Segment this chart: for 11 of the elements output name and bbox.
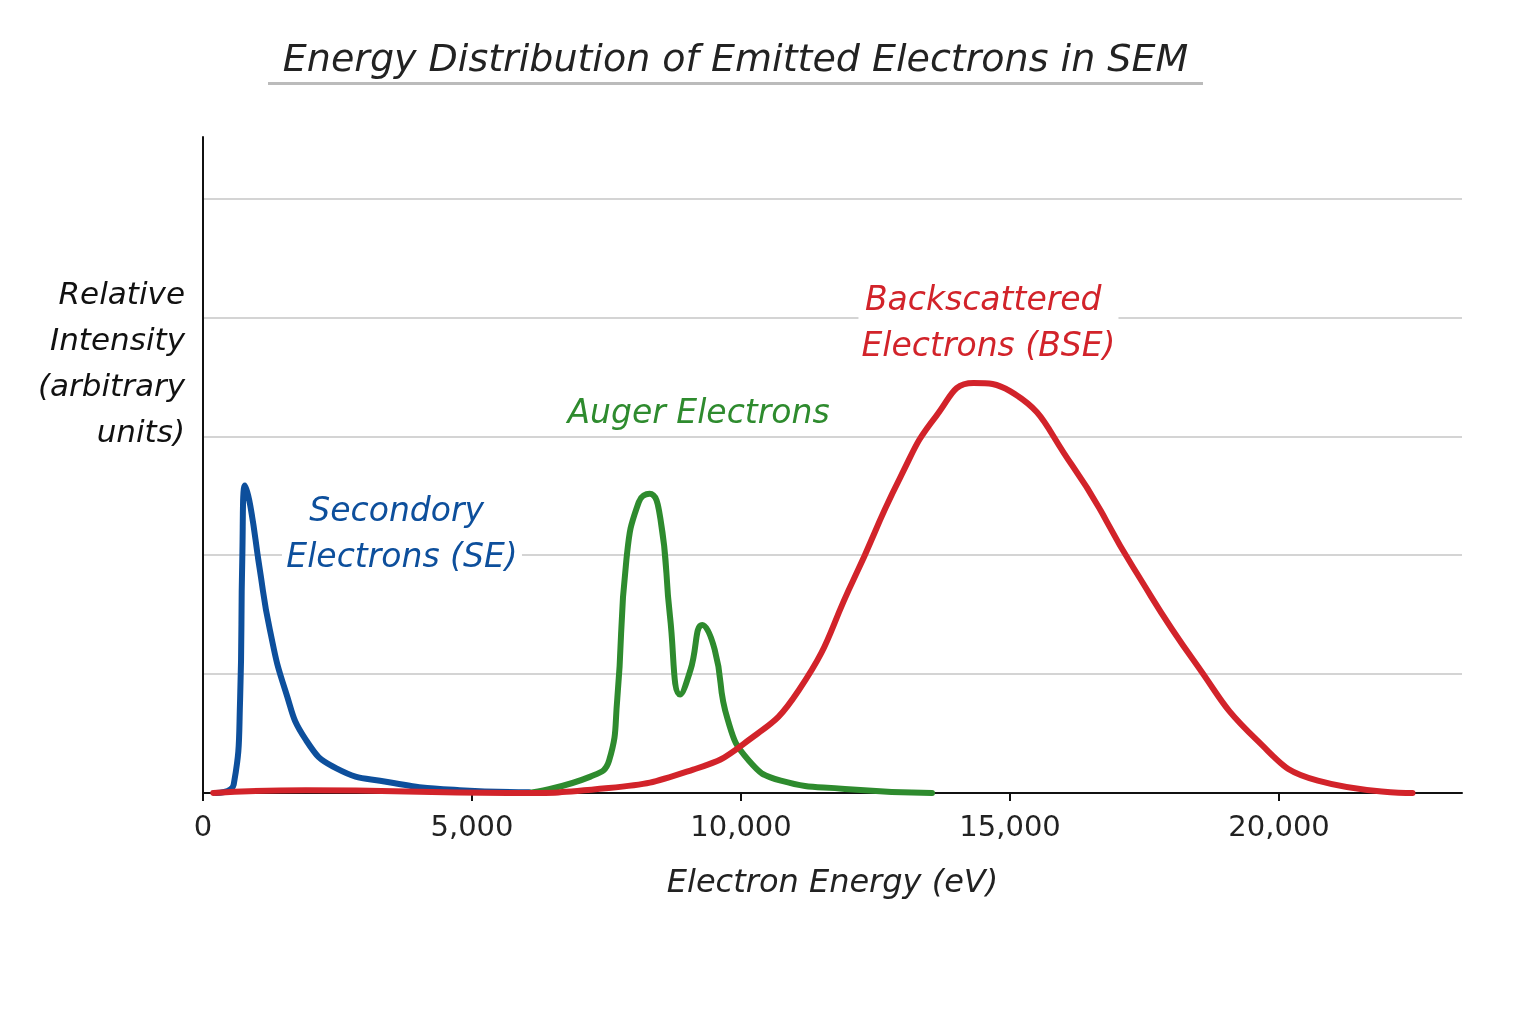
x-tick-label: 20,000 — [1228, 808, 1330, 843]
x-tick-label: 0 — [193, 808, 213, 843]
x-tick-label: 5,000 — [430, 808, 514, 843]
x-tick-label: 10,000 — [690, 808, 792, 843]
series-label: Secondory Electrons (SE) — [286, 490, 518, 575]
y-axis-title: Relative Intensity (arbitrary units) — [36, 274, 185, 451]
series-label: Backscattered Electrons (BSE) — [861, 278, 1116, 364]
text: Auger Electrons — [565, 392, 830, 432]
x-axis-title: Electron Energy (eV) — [666, 862, 999, 900]
x-tick-label: 15,000 — [959, 808, 1061, 843]
chart-title: Energy Distribution of Emitted Electrons in SEM — [268, 36, 1203, 85]
